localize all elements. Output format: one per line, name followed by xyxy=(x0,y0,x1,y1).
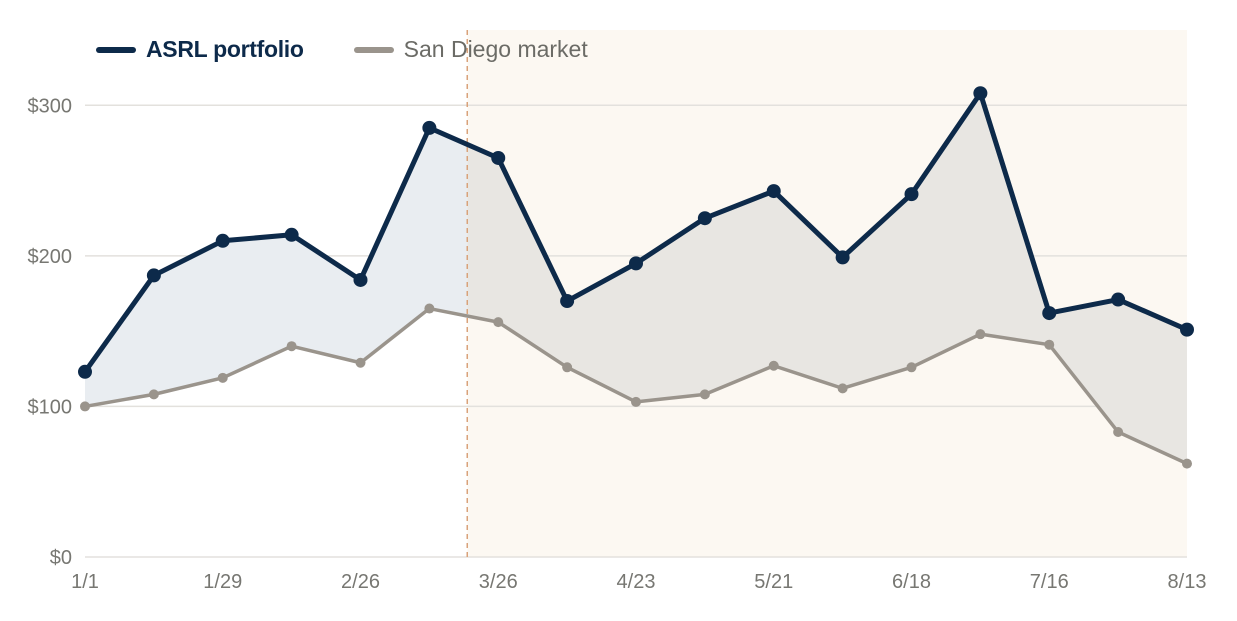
portfolio-point xyxy=(1180,322,1194,337)
portfolio-point xyxy=(835,250,850,265)
legend-label-portfolio: ASRL portfolio xyxy=(146,36,304,62)
market-point xyxy=(699,389,710,400)
market-point xyxy=(1044,339,1055,350)
portfolio-point xyxy=(146,268,161,283)
portfolio-point xyxy=(491,150,506,165)
portfolio-point xyxy=(560,294,575,309)
x-tick-label: 1/1 xyxy=(71,571,99,593)
market-point xyxy=(906,362,917,373)
y-tick-label: $100 xyxy=(28,396,73,418)
y-tick-label: $300 xyxy=(28,95,73,117)
legend-label-market: San Diego market xyxy=(403,36,588,62)
x-axis-labels: 1/1 1/29 2/26 3/26 4/23 5/21 6/18 7/16 8/13 xyxy=(71,571,1206,593)
market-point xyxy=(286,341,297,352)
market-point xyxy=(768,360,779,371)
market-point xyxy=(493,317,504,328)
portfolio-point xyxy=(353,272,368,287)
market-point xyxy=(975,329,986,340)
gap-area-before xyxy=(85,127,468,407)
x-tick-label: 2/26 xyxy=(341,571,380,593)
portfolio-point xyxy=(284,227,299,242)
portfolio-point xyxy=(1111,292,1126,307)
x-tick-label: 4/23 xyxy=(617,571,656,593)
y-axis-labels: $0 $100 $200 $300 xyxy=(28,95,73,569)
legend-swatch-portfolio xyxy=(96,46,136,53)
portfolio-point xyxy=(78,364,92,379)
x-tick-label: 1/29 xyxy=(203,571,242,593)
portfolio-point xyxy=(973,86,988,101)
market-point xyxy=(837,383,848,394)
x-tick-label: 7/16 xyxy=(1030,571,1069,593)
portfolio-point xyxy=(215,233,230,248)
market-point xyxy=(80,401,90,412)
market-point xyxy=(424,303,435,314)
market-point xyxy=(562,362,573,373)
legend: ASRL portfolio San Diego market xyxy=(96,36,588,63)
market-point xyxy=(1182,458,1192,469)
y-tick-label: $200 xyxy=(28,246,73,268)
portfolio-point xyxy=(1042,306,1057,321)
market-point xyxy=(1113,427,1124,438)
legend-item-portfolio[interactable]: ASRL portfolio xyxy=(96,36,304,63)
data-points xyxy=(78,86,1194,469)
market-point xyxy=(148,389,159,400)
portfolio-point xyxy=(629,256,643,271)
x-tick-label: 3/26 xyxy=(479,571,518,593)
x-tick-label: 6/18 xyxy=(892,571,931,593)
market-point xyxy=(355,357,366,368)
portfolio-point xyxy=(766,184,781,199)
portfolio-point xyxy=(697,211,712,226)
portfolio-point xyxy=(904,187,919,202)
x-tick-label: 5/21 xyxy=(754,571,793,593)
y-tick-label: $0 xyxy=(50,547,72,569)
x-tick-label: 8/13 xyxy=(1168,571,1207,593)
portfolio-point xyxy=(422,120,437,135)
market-point xyxy=(631,396,641,407)
market-point xyxy=(217,372,228,383)
legend-swatch-market xyxy=(353,46,394,53)
legend-item-market[interactable]: San Diego market xyxy=(353,36,588,63)
